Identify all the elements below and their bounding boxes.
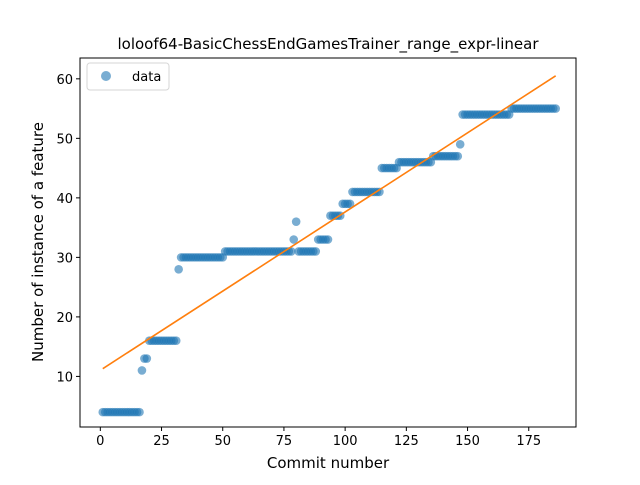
x-tick-label: 150	[455, 434, 480, 449]
x-axis-title: Commit number	[267, 454, 390, 472]
legend-label-data: data	[132, 70, 161, 85]
fit-line	[102, 75, 557, 370]
y-tick-label: 10	[56, 370, 73, 385]
y-tick-label: 50	[56, 132, 73, 147]
data-point	[323, 235, 333, 244]
y-axis: 10 20 30 40 50 60	[56, 73, 80, 385]
data-point	[345, 199, 355, 209]
data-point	[174, 264, 183, 274]
plot-frame	[79, 57, 577, 428]
data-point	[289, 235, 299, 244]
x-tick-label: 100	[333, 434, 358, 449]
y-tick-label: 60	[56, 73, 73, 88]
x-tick-label: 0	[96, 434, 104, 449]
data-point	[135, 407, 144, 417]
x-tick-label: 125	[394, 434, 419, 449]
data-point	[455, 140, 465, 149]
data-point	[291, 217, 301, 226]
chart-title: loloof64-BasicChessEndGamesTrainer_range…	[117, 35, 539, 54]
data-point	[453, 151, 463, 161]
x-axis: 0 25 50 75 100 125 150 175	[96, 427, 541, 449]
data-point	[375, 187, 384, 197]
x-tick-label: 75	[276, 434, 293, 449]
x-tick-label: 175	[516, 434, 541, 449]
y-tick-label: 40	[56, 192, 73, 207]
data-point	[142, 354, 152, 363]
data-point	[171, 336, 181, 346]
data-point	[137, 366, 147, 375]
legend-box	[86, 62, 170, 91]
y-axis-title: Number of instance of a feature	[29, 122, 47, 362]
x-tick-label: 25	[153, 434, 170, 449]
plot-area	[98, 75, 560, 417]
data-point	[286, 247, 296, 256]
x-tick-label: 50	[214, 434, 231, 449]
legend-marker-data	[101, 71, 111, 81]
y-tick-label: 20	[56, 311, 73, 326]
data-point	[311, 247, 321, 256]
legend: data	[86, 62, 170, 91]
y-tick-label: 30	[56, 251, 73, 266]
data-point	[551, 104, 560, 113]
